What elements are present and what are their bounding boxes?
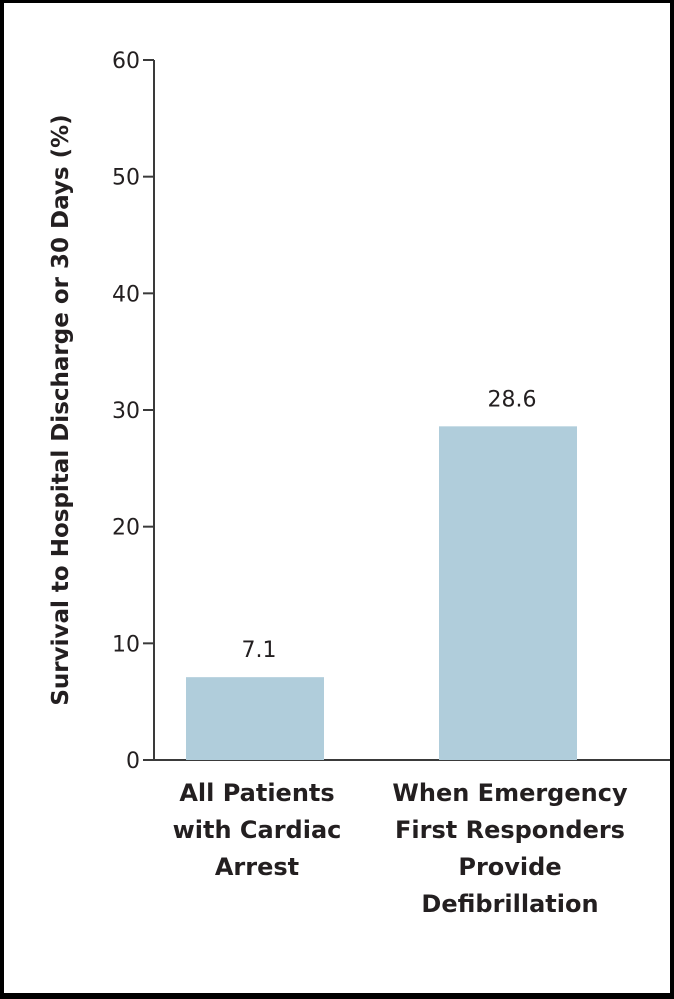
category-label-line: with Cardiac [173,816,342,844]
data-labels: 7.1 28.6 [242,387,537,663]
category-label-line: When Emergency [392,779,628,807]
y-tick-label: 30 [112,399,140,424]
y-ticks: 0 10 20 30 40 50 60 [112,49,154,774]
y-tick-label: 0 [126,749,140,774]
y-tick-label: 40 [112,282,140,307]
data-label: 7.1 [242,638,277,663]
bar [439,426,577,760]
bars [186,426,577,760]
y-axis-label: Survival to Hospital Discharge or 30 Day… [48,114,74,705]
y-tick-label: 50 [112,166,140,191]
bar [186,677,324,760]
category-labels: All Patients with Cardiac Arrest When Emerg… [173,779,628,918]
category-label-line: Arrest [215,853,299,881]
category-label-line: Provide [458,853,561,881]
data-label: 28.6 [488,387,537,412]
bar-chart: 0 10 20 30 40 50 60 7.1 28.6 All Patients with C… [48,49,670,918]
axes [153,60,670,761]
y-tick-label: 20 [112,516,140,541]
category-label-line: All Patients [179,779,334,807]
y-tick-label: 60 [112,49,140,74]
category-label: When Emergency First Responders Provide Def… [392,779,628,918]
chart-frame: 0 10 20 30 40 50 60 7.1 28.6 All Patients with C… [4,3,670,993]
category-label-line: Defibrillation [421,890,598,918]
category-label: All Patients with Cardiac Arrest [173,779,342,881]
y-tick-label: 10 [112,632,140,657]
category-label-line: First Responders [395,816,625,844]
